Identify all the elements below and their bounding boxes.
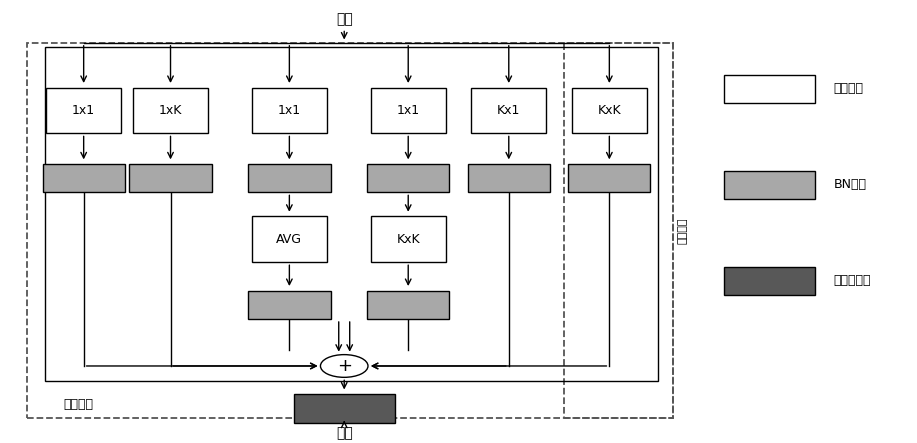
Text: AVG: AVG (276, 233, 303, 246)
Circle shape (320, 355, 368, 377)
Text: Kx1: Kx1 (497, 104, 521, 117)
Text: 线性操作: 线性操作 (834, 82, 863, 95)
Text: KxK: KxK (396, 233, 420, 246)
Text: 1x1: 1x1 (397, 104, 420, 117)
Text: 输入: 输入 (336, 12, 353, 26)
Text: 搜索空间: 搜索空间 (63, 397, 94, 411)
FancyBboxPatch shape (129, 164, 212, 192)
FancyBboxPatch shape (724, 171, 815, 199)
FancyBboxPatch shape (249, 291, 330, 319)
Text: +: + (337, 357, 352, 375)
Text: 1x1: 1x1 (278, 104, 301, 117)
FancyBboxPatch shape (133, 88, 208, 133)
FancyBboxPatch shape (724, 74, 815, 103)
FancyBboxPatch shape (468, 164, 550, 192)
Text: 边缘精化: 边缘精化 (678, 218, 688, 244)
Text: 输出: 输出 (336, 427, 353, 441)
FancyBboxPatch shape (42, 164, 125, 192)
FancyBboxPatch shape (46, 88, 121, 133)
FancyBboxPatch shape (724, 267, 815, 295)
Text: 1x1: 1x1 (72, 104, 95, 117)
FancyBboxPatch shape (252, 88, 326, 133)
FancyBboxPatch shape (370, 217, 446, 262)
FancyBboxPatch shape (249, 164, 330, 192)
FancyBboxPatch shape (569, 164, 650, 192)
Text: KxK: KxK (598, 104, 621, 117)
FancyBboxPatch shape (572, 88, 646, 133)
Text: 非线性操作: 非线性操作 (834, 274, 871, 288)
FancyBboxPatch shape (294, 394, 394, 423)
FancyBboxPatch shape (367, 291, 449, 319)
FancyBboxPatch shape (370, 88, 446, 133)
FancyBboxPatch shape (471, 88, 547, 133)
FancyBboxPatch shape (252, 217, 326, 262)
FancyBboxPatch shape (367, 164, 449, 192)
Text: 1xK: 1xK (159, 104, 182, 117)
Text: BN操作: BN操作 (834, 178, 867, 191)
